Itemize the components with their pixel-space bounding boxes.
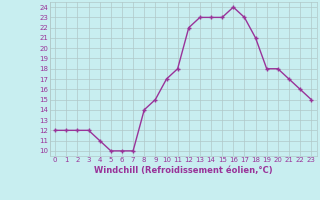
X-axis label: Windchill (Refroidissement éolien,°C): Windchill (Refroidissement éolien,°C) <box>94 166 273 175</box>
